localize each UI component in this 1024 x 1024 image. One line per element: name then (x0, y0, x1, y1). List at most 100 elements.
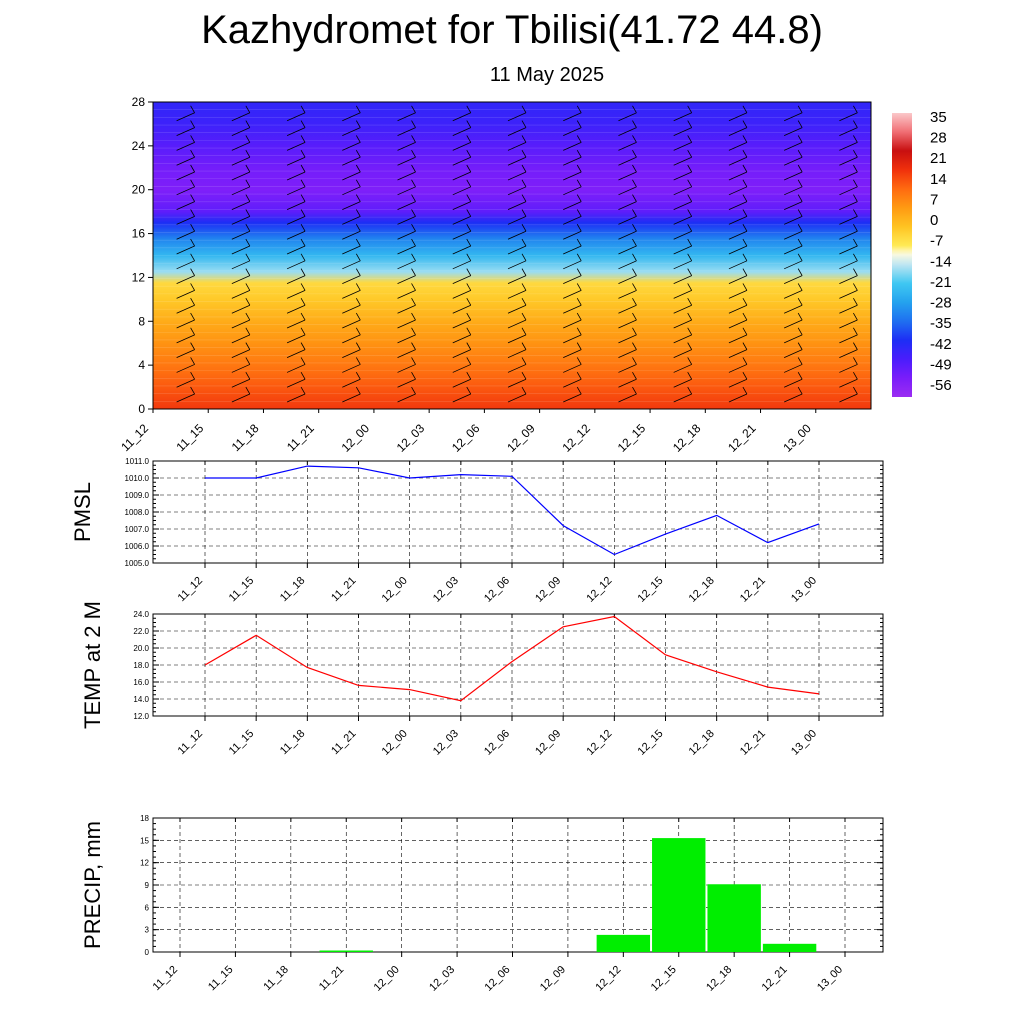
wind-barb (286, 164, 306, 181)
wind-barb (452, 224, 472, 240)
wind-barb (231, 253, 251, 270)
wind-barb-shaft (397, 201, 416, 210)
wind-barb-shaft (231, 245, 251, 255)
wind-barb-flag (797, 238, 803, 247)
wind-barb-flag (742, 224, 748, 232)
wind-barb (728, 386, 748, 403)
wind-barb (397, 120, 416, 136)
wind-barb-shaft (452, 378, 471, 388)
wind-barb-shaft (507, 290, 527, 299)
wind-barb-shaft (618, 378, 637, 388)
wind-barb-flag (355, 105, 361, 114)
wind-barb-shaft (452, 245, 471, 255)
wind-barb-shaft (728, 112, 748, 122)
wind-barb (839, 135, 858, 151)
wind-barb-shaft (342, 349, 361, 358)
colorbar-tick-label: -7 (930, 233, 943, 250)
wind-barb (728, 357, 748, 373)
wind-barb (783, 164, 803, 181)
wind-barb-flag (466, 342, 472, 350)
wind-barb-shaft (286, 201, 306, 210)
wind-barb-shaft (618, 186, 637, 196)
wind-barb-shaft (397, 290, 416, 299)
x-tick-label: 12_06 (483, 964, 513, 994)
wind-barb-shaft (231, 216, 251, 225)
wind-barb-flag (687, 312, 693, 321)
wind-barb-flag (466, 372, 472, 380)
wind-barb (176, 327, 195, 344)
wind-barb-flag (411, 268, 416, 276)
x-tick-label: 12_00 (372, 964, 402, 994)
x-tick-label: 12_12 (593, 964, 623, 994)
wind-barb (452, 298, 472, 314)
x-tick-label: 11_18 (261, 964, 291, 994)
wind-barb (231, 298, 251, 314)
wind-barb-shaft (673, 334, 692, 344)
wind-barb-shaft (342, 216, 361, 225)
wind-barb-shaft (176, 171, 195, 181)
wind-barb (342, 238, 361, 255)
wind-barb-flag (576, 105, 582, 114)
wind-barb-shaft (563, 378, 582, 388)
wind-barb-shaft (728, 260, 748, 270)
wind-barb (507, 120, 527, 136)
x-tick-label: 12_03 (427, 964, 457, 994)
x-tick-label: 11_18 (278, 728, 308, 758)
wind-barb (618, 209, 637, 225)
wind-barb-shaft (728, 364, 748, 373)
x-tick-label: 12_12 (584, 575, 614, 605)
wind-barb (673, 386, 693, 403)
wind-barb (397, 150, 416, 166)
y-tick-label: 22.0 (133, 627, 149, 636)
wind-barb-flag (466, 238, 472, 247)
x-tick-label: 11_18 (278, 575, 308, 605)
wind-barb-shaft (397, 364, 416, 373)
wind-barb-flag (797, 105, 803, 114)
wind-barb-flag (853, 327, 858, 336)
wind-barb-flag (632, 150, 637, 158)
wind-barb-shaft (783, 201, 803, 210)
wind-barb (673, 179, 693, 196)
wind-barb-shaft (783, 230, 803, 240)
wind-barb-flag (411, 105, 416, 114)
wind-barb-shaft (673, 112, 692, 122)
wind-barb (452, 268, 472, 284)
wind-barb-shaft (342, 393, 361, 403)
wind-barb-shaft (673, 378, 692, 388)
wind-barb (783, 120, 803, 136)
wind-barb-shaft (783, 378, 803, 388)
wind-barb-shaft (176, 378, 195, 388)
wind-barb (507, 238, 527, 255)
wind-barb-flag (245, 298, 251, 306)
y-tick-label: 0 (138, 402, 145, 416)
wind-barb-flag (687, 194, 693, 202)
wind-barb (563, 135, 582, 151)
wind-barb-flag (687, 150, 693, 158)
x-tick-label: 12_18 (687, 728, 717, 758)
colorbar-tick-label: 7 (930, 191, 938, 208)
wind-barb (839, 298, 858, 314)
wind-barb (673, 135, 693, 151)
wind-barb (452, 386, 472, 403)
wind-barb (618, 164, 637, 181)
wind-barb-flag (576, 386, 582, 395)
wind-barb-shaft (507, 216, 527, 225)
wind-barb-flag (355, 238, 361, 247)
wind-barb-shaft (286, 378, 306, 388)
wind-barb (176, 312, 195, 329)
wind-barb-shaft (563, 127, 582, 136)
wind-barb-flag (190, 135, 195, 143)
temp-panel: 12.0 14.0 16.0 18.0 20.0 22.0 24.0 11_12 11_15 11… (80, 601, 884, 758)
wind-barb (176, 120, 195, 136)
wind-barb (728, 120, 748, 136)
x-tick-label: 12_03 (394, 421, 428, 455)
wind-barb-flag (576, 135, 582, 143)
wind-barb-flag (355, 209, 361, 217)
colorbar-legend: 35 28 21 14 7 0 -7 -14 -21 -28 -35 -42 -49 -56 (892, 109, 952, 397)
colorbar-tick-label: 0 (930, 212, 938, 229)
wind-barb (728, 105, 748, 122)
wind-barb (452, 120, 472, 136)
wind-barb (452, 209, 472, 225)
wind-barb-shaft (728, 349, 748, 358)
wind-barb-flag (797, 194, 803, 202)
